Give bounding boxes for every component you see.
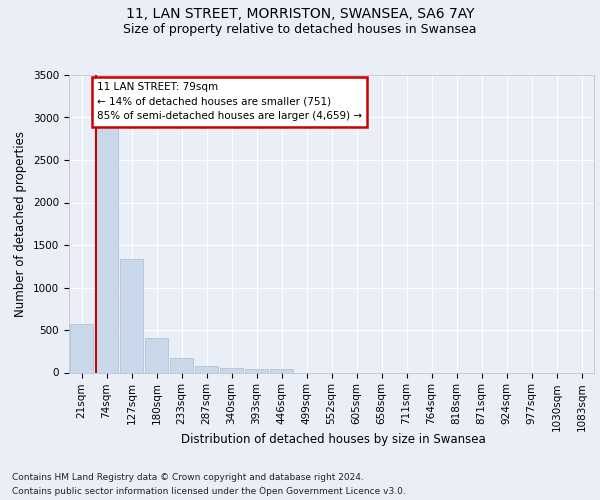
Y-axis label: Number of detached properties: Number of detached properties — [14, 130, 28, 317]
Text: Distribution of detached houses by size in Swansea: Distribution of detached houses by size … — [181, 432, 485, 446]
Bar — [170, 358, 193, 372]
Bar — [220, 368, 243, 372]
Bar — [195, 366, 218, 372]
Bar — [95, 124, 118, 372]
Bar — [270, 369, 293, 372]
Text: Size of property relative to detached houses in Swansea: Size of property relative to detached ho… — [123, 22, 477, 36]
Text: 11 LAN STREET: 79sqm
← 14% of detached houses are smaller (751)
85% of semi-deta: 11 LAN STREET: 79sqm ← 14% of detached h… — [97, 82, 362, 122]
Text: Contains HM Land Registry data © Crown copyright and database right 2024.: Contains HM Land Registry data © Crown c… — [12, 472, 364, 482]
Bar — [145, 338, 168, 372]
Bar — [245, 368, 268, 372]
Text: Contains public sector information licensed under the Open Government Licence v3: Contains public sector information licen… — [12, 488, 406, 496]
Bar — [120, 260, 143, 372]
Text: 11, LAN STREET, MORRISTON, SWANSEA, SA6 7AY: 11, LAN STREET, MORRISTON, SWANSEA, SA6 … — [126, 8, 474, 22]
Bar — [70, 324, 93, 372]
